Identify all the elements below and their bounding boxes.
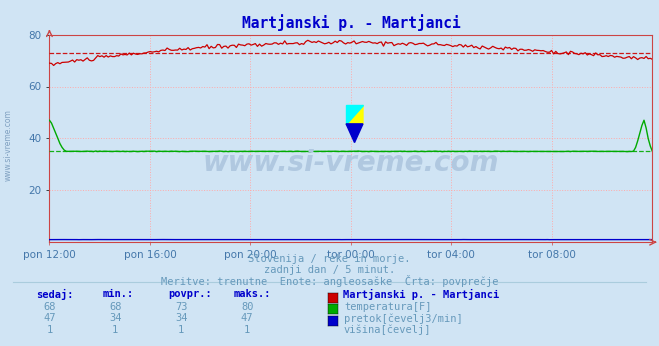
Title: Martjanski p. - Martjanci: Martjanski p. - Martjanci xyxy=(242,14,460,31)
Text: 73: 73 xyxy=(175,302,187,312)
Text: min.:: min.: xyxy=(102,289,133,299)
Text: 1: 1 xyxy=(112,325,119,335)
Text: 34: 34 xyxy=(175,313,187,323)
Polygon shape xyxy=(346,105,363,124)
Text: 1: 1 xyxy=(178,325,185,335)
Text: Slovenija / reke in morje.: Slovenija / reke in morje. xyxy=(248,254,411,264)
Text: www.si-vreme.com: www.si-vreme.com xyxy=(3,109,13,181)
Text: www.si-vreme.com: www.si-vreme.com xyxy=(203,149,499,177)
Text: 34: 34 xyxy=(109,313,121,323)
Text: pretok[čevelj3/min]: pretok[čevelj3/min] xyxy=(344,313,463,324)
Text: 47: 47 xyxy=(43,313,55,323)
Text: temperatura[F]: temperatura[F] xyxy=(344,302,432,312)
Text: sedaj:: sedaj: xyxy=(36,289,74,300)
Text: 1: 1 xyxy=(46,325,53,335)
Text: 47: 47 xyxy=(241,313,253,323)
Polygon shape xyxy=(346,105,363,124)
Text: višina[čevelj]: višina[čevelj] xyxy=(344,325,432,335)
Text: Martjanski p. - Martjanci: Martjanski p. - Martjanci xyxy=(343,289,499,300)
Text: Meritve: trenutne  Enote: angleosaške  Črta: povprečje: Meritve: trenutne Enote: angleosaške Črt… xyxy=(161,275,498,287)
Text: maks.:: maks.: xyxy=(234,289,272,299)
Text: 68: 68 xyxy=(109,302,121,312)
Text: 68: 68 xyxy=(43,302,55,312)
Text: 1: 1 xyxy=(244,325,250,335)
Text: zadnji dan / 5 minut.: zadnji dan / 5 minut. xyxy=(264,265,395,275)
Polygon shape xyxy=(346,124,363,143)
Text: povpr.:: povpr.: xyxy=(168,289,212,299)
Text: 80: 80 xyxy=(241,302,253,312)
